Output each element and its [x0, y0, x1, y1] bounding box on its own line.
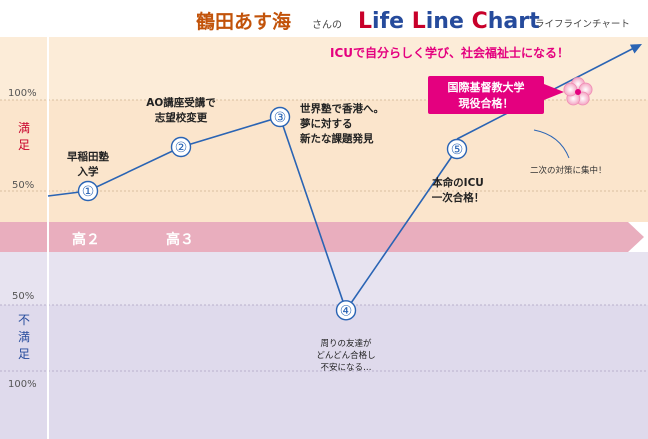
percent-100-bottom: 100% [8, 379, 37, 390]
point-3-note-line-1: 世界塾で香港へ。 [300, 102, 384, 115]
data-point-label-5: ⑤ [451, 142, 464, 158]
satisfiedLabel-char-2: 足 [18, 138, 30, 152]
timeline-label-grade2: 高２ [72, 231, 100, 248]
data-point-3 [269, 106, 291, 128]
timeline-label-grade3: 高３ [166, 231, 194, 248]
sakura-icon [563, 77, 593, 106]
data-point-label-1: ① [82, 184, 95, 200]
point-2-note-line-1: AO講座受講で [146, 96, 216, 109]
data-points: ① ② ③ ④ ⑤ [77, 106, 468, 321]
unsatisfied-label: 不満足 [18, 313, 30, 361]
callout-line-2: 現役合格！ [459, 96, 514, 110]
chart-title: Life Line Chart [358, 9, 540, 34]
percent-50-bottom: 50% [12, 291, 34, 302]
title-letter-l2: L [412, 9, 426, 34]
title-letter-c: C [472, 9, 488, 34]
data-point-label-2: ② [175, 140, 188, 156]
point-1-note-line-1: 早稲田塾 [67, 150, 109, 163]
point-5-note-line-1: 本命のICU [432, 176, 484, 189]
callout-box [428, 76, 544, 114]
percent-100-top: 100% [8, 88, 37, 99]
title-word-hart: hart [488, 9, 540, 34]
timeline-band [0, 222, 644, 252]
callout-pointer [544, 84, 564, 100]
title-letter-l1: L [358, 9, 372, 34]
name-suffix: さんの [312, 19, 342, 31]
point-4-note-line-1: 周りの友達が [320, 338, 372, 349]
percent-50-top: 50% [12, 180, 34, 191]
data-point-1 [77, 180, 99, 202]
point-4-note-line-2: どんどん合格し [316, 350, 375, 361]
goal-arrowhead [629, 44, 642, 54]
success-callout: 国際基督教大学 現役合格！ [428, 76, 564, 114]
data-point-label-3: ③ [274, 110, 287, 126]
side-note-leader [533, 129, 570, 159]
callout-line-1: 国際基督教大学 [448, 80, 525, 94]
goal-slogan: ICUで自分らしく学び、社会福祉士になる！ [330, 45, 569, 60]
chart-subtitle: ライフラインチャート [535, 19, 630, 30]
unsatisfiedLabel-char-3: 足 [18, 347, 30, 361]
chart-header: 鶴田あす海 さんの Life Line Chart ライフラインチャート [196, 9, 630, 34]
title-word-ine: ine [426, 9, 472, 34]
point-5-note-line-2: 一次合格！ [432, 191, 485, 204]
point-3-note-line-3: 新たな課題発見 [300, 132, 374, 145]
point-1-note-line-2: 入学 [78, 165, 99, 178]
unsatisfiedLabel-char-1: 不 [18, 313, 30, 327]
data-point-label-4: ④ [340, 303, 353, 319]
satisfiedLabel-char-1: 満 [18, 121, 30, 135]
point-2-note-line-2: 志望校変更 [155, 111, 208, 124]
unsatisfiedLabel-char-2: 満 [18, 330, 30, 344]
data-point-5 [446, 138, 468, 160]
satisfied-zone-lower [0, 100, 648, 222]
title-word-ife: ife [372, 9, 412, 34]
point-3-note-line-2: 夢に対する [300, 117, 353, 130]
side-note: 二次の対策に集中！ [530, 165, 607, 176]
data-point-4 [335, 300, 357, 321]
person-name: 鶴田あす海 [196, 10, 291, 33]
unsatisfied-zone-deep [0, 305, 648, 439]
data-point-2 [170, 136, 192, 158]
point-4-note-line-3: 不安になる… [320, 362, 371, 373]
satisfied-label: 満足 [18, 121, 30, 152]
